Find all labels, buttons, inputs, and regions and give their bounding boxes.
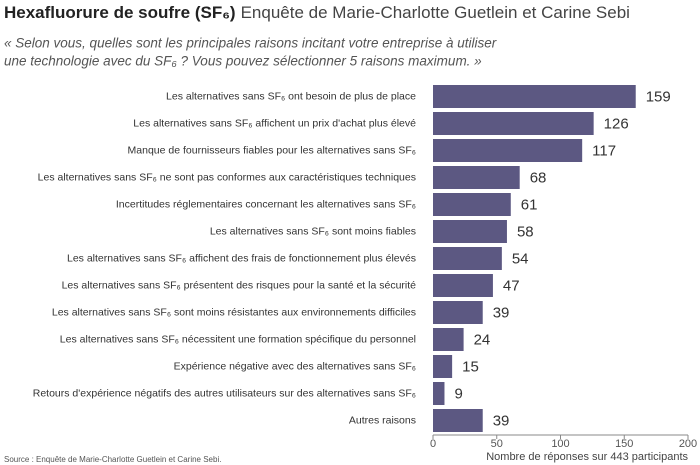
bar [433, 166, 520, 189]
x-tick-label: 50 [491, 438, 503, 450]
x-tick-label: 100 [551, 438, 569, 450]
x-tick-label: 150 [615, 438, 633, 450]
value-label: 58 [517, 223, 534, 240]
x-axis-label: Nombre de réponses sur 443 participants [486, 451, 688, 463]
question: une technologie avec du SF₆ ? Vous pouve… [4, 54, 482, 69]
bar [433, 355, 453, 378]
category-label: Les alternatives sans SF₆ affichent un p… [133, 117, 416, 129]
value-label: 126 [604, 115, 629, 132]
category-label: Les alternatives sans SF₆ nécessitent un… [60, 333, 416, 345]
category-label: Les alternatives sans SF₆ ne sont pas co… [38, 171, 416, 183]
bar [433, 247, 502, 270]
category-label: Les alternatives sans SF₆ ont besoin de … [166, 90, 416, 102]
value-label: 24 [474, 331, 491, 348]
bar [433, 220, 507, 243]
value-label: 9 [454, 385, 462, 402]
value-label: 15 [462, 358, 479, 375]
title-note: Enquête de Marie-Charlotte Guetlein et C… [241, 3, 630, 22]
value-label: 68 [530, 169, 547, 186]
category-label: Les alternatives sans SF₆ sont moins fia… [210, 225, 416, 237]
question: « Selon vous, quelles sont les principal… [4, 36, 497, 51]
bar [433, 274, 493, 297]
category-label: Manque de fournisseurs fiables pour les … [128, 144, 416, 156]
x-tick-label: 200 [679, 438, 697, 450]
chart-title-line: Hexafluorure de soufre (SF₆) Enquête de M… [4, 3, 630, 22]
value-label: 61 [521, 196, 538, 213]
bar [433, 139, 583, 162]
x-tick-label: 0 [430, 438, 436, 450]
category-label: Les alternatives sans SF₆ sont moins rés… [52, 306, 416, 318]
bar [433, 409, 483, 432]
source: Source : Enquête de Marie-Charlotte Guet… [4, 455, 221, 464]
bar [433, 193, 511, 216]
category-label: Les alternatives sans SF₆ affichent des … [67, 252, 416, 264]
category-label: Les alternatives sans SF₆ présentent des… [62, 279, 417, 291]
category-label: Retours d'expérience négatifs des autres… [33, 387, 416, 399]
value-label: 47 [503, 277, 520, 294]
value-label: 54 [512, 250, 529, 267]
value-label: 117 [592, 142, 616, 159]
bar [433, 328, 464, 351]
value-label: 39 [493, 304, 510, 321]
bar [433, 301, 483, 324]
category-label: Autres raisons [349, 414, 416, 426]
bar [433, 112, 594, 135]
chart-title: Hexafluorure de soufre (SF₆) [4, 3, 236, 22]
bar [433, 382, 445, 405]
value-label: 159 [646, 88, 671, 105]
bar [433, 85, 636, 108]
value-label: 39 [493, 412, 510, 429]
category-label: Incertitudes réglementaires concernant l… [116, 198, 416, 210]
category-label: Expérience négative avec des alternative… [174, 360, 416, 372]
